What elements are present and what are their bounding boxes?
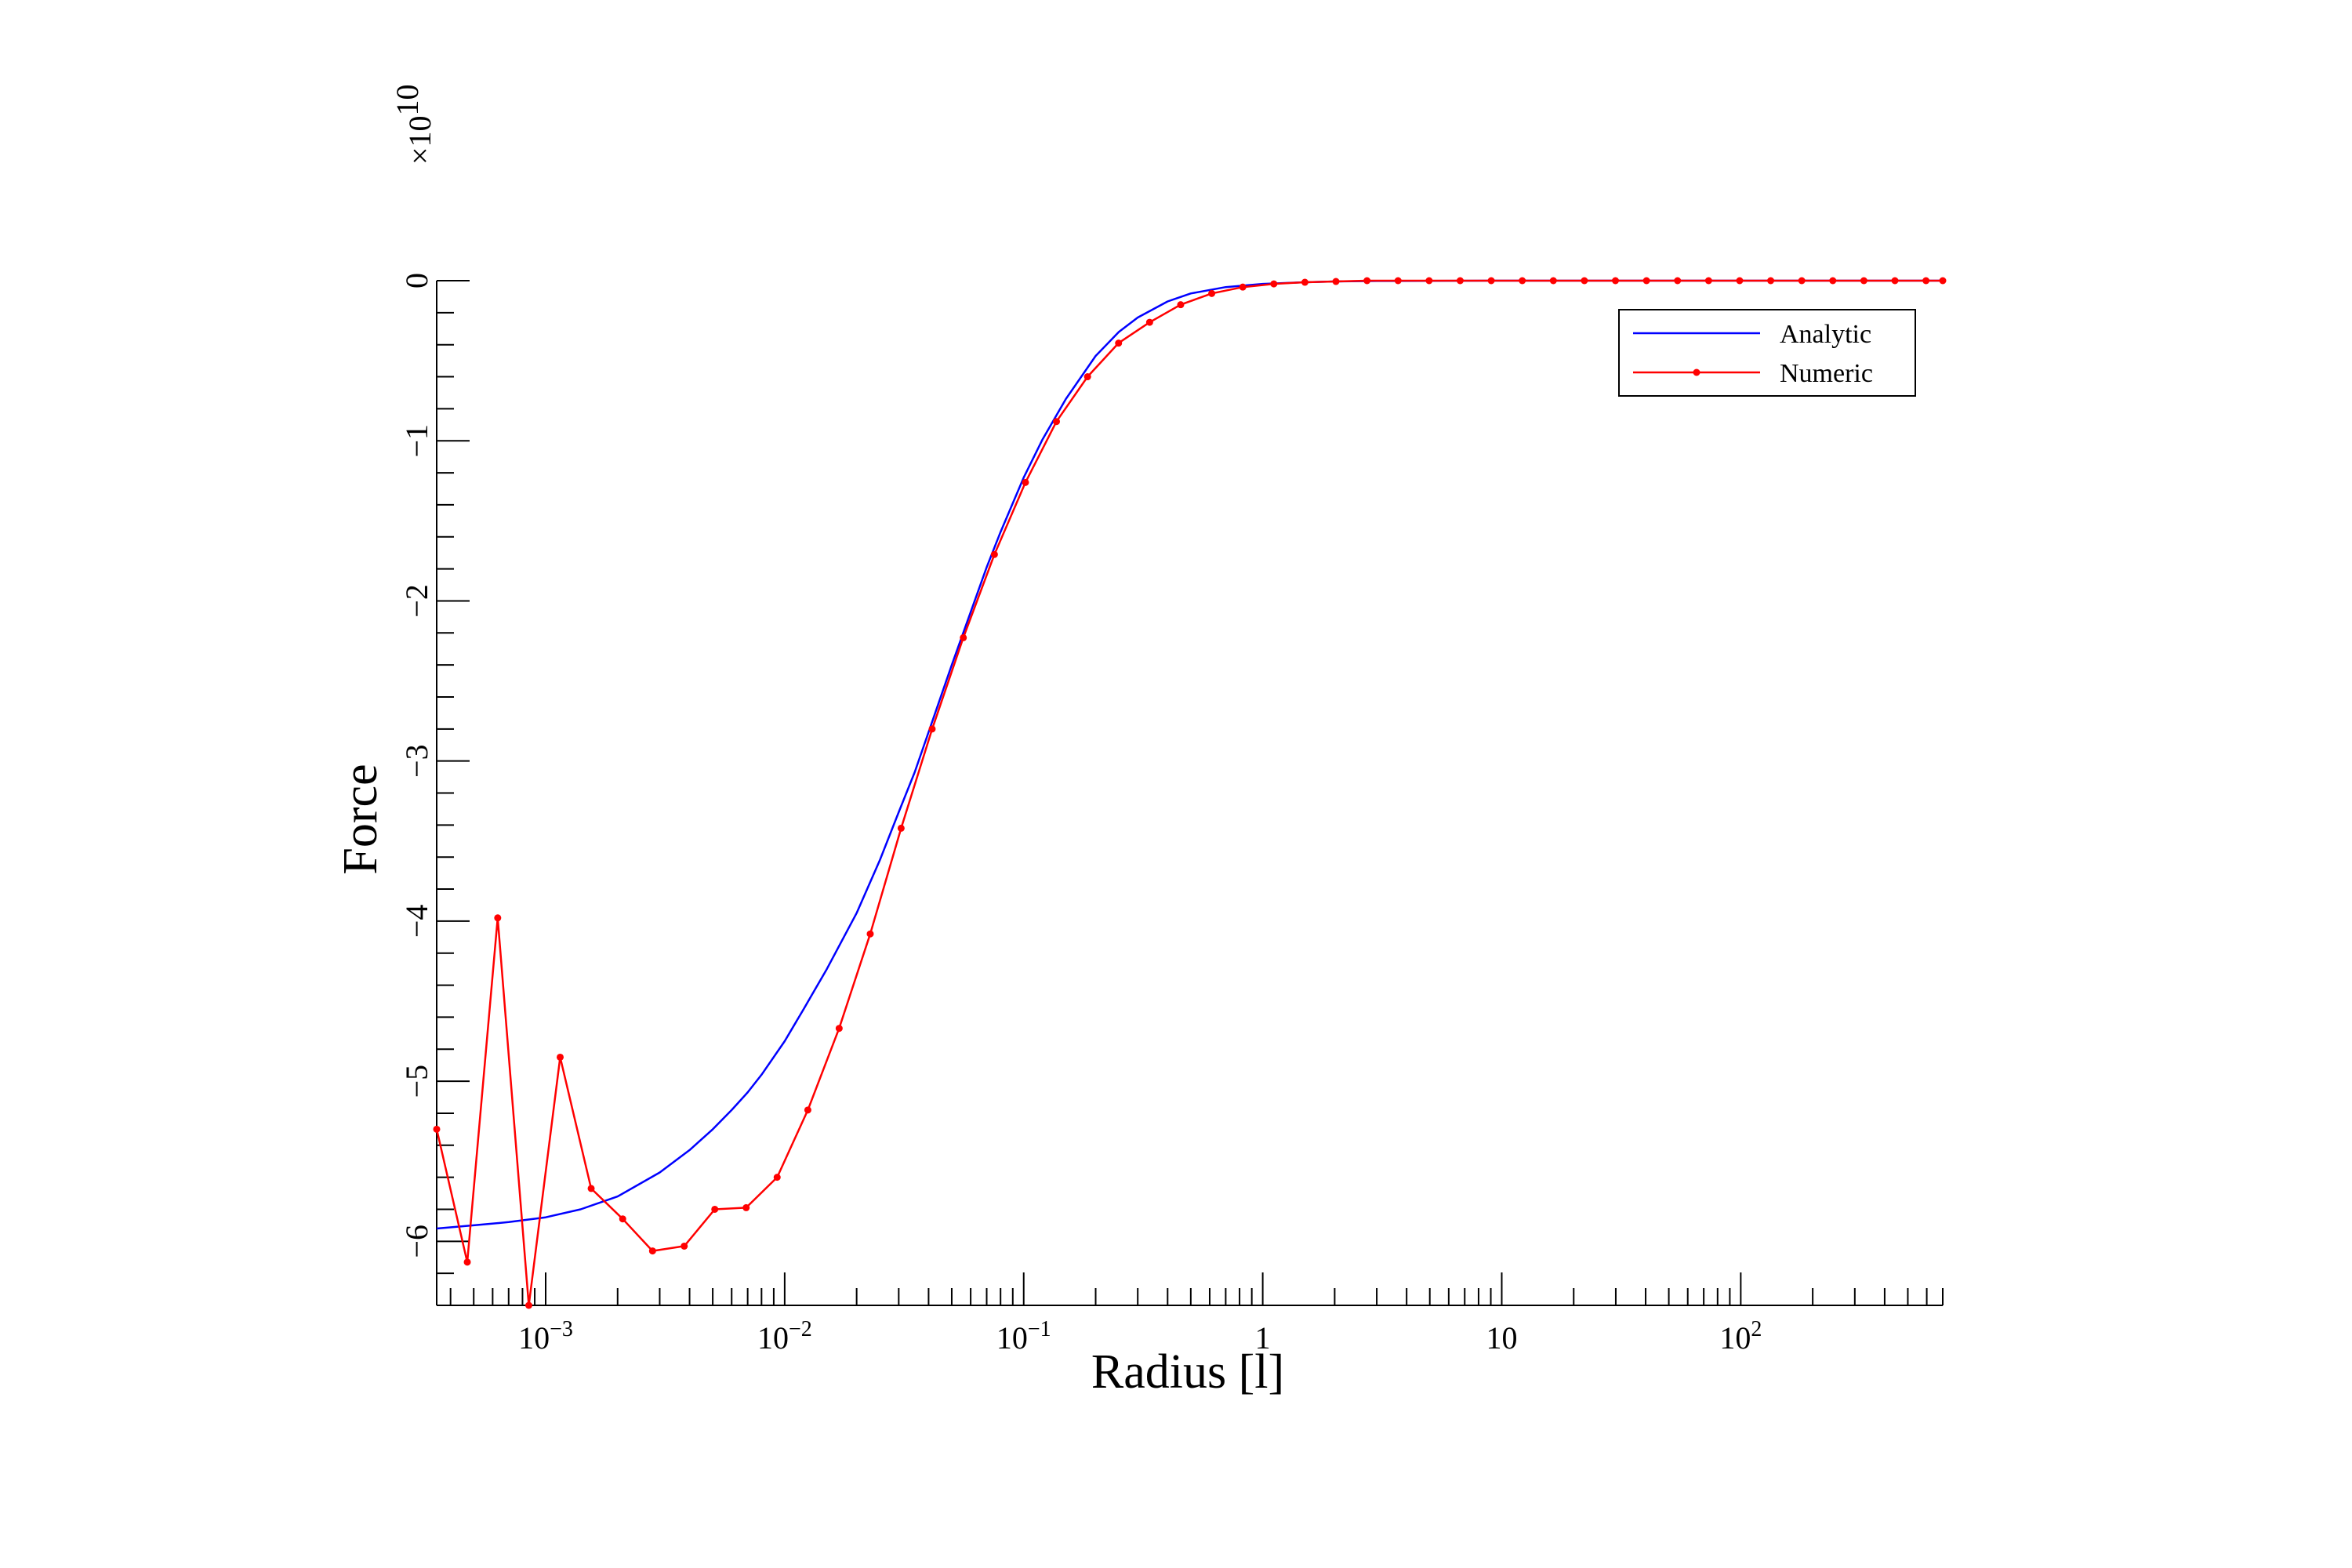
numeric-point	[1145, 318, 1153, 326]
x-tick-label: 10−3	[518, 1317, 573, 1356]
y-tick-label: −3	[399, 744, 434, 778]
numeric-point	[433, 1125, 441, 1133]
numeric-point	[1177, 301, 1185, 309]
numeric-point	[866, 930, 874, 938]
numeric-point	[1394, 277, 1402, 285]
x-tick-label: 10	[1486, 1320, 1517, 1356]
legend-box	[1618, 309, 1916, 397]
legend-numeric-marker	[1693, 368, 1700, 376]
numeric-point	[619, 1215, 626, 1223]
numeric-point	[463, 1258, 471, 1266]
numeric-point	[1939, 277, 1947, 285]
numeric-point	[1736, 277, 1744, 285]
numeric-point	[1425, 277, 1433, 285]
numeric-point	[1674, 277, 1682, 285]
numeric-point	[1798, 277, 1806, 285]
y-tick-label: −1	[399, 424, 434, 458]
numeric-point	[1022, 478, 1029, 486]
numeric-point	[960, 633, 967, 641]
numeric-point	[557, 1053, 564, 1061]
x-tick-label: 10−1	[996, 1317, 1051, 1356]
numeric-series-line	[435, 279, 1943, 1307]
y-tick-label: −6	[399, 1225, 434, 1258]
numeric-point	[1053, 418, 1061, 426]
y-tick-label: −4	[399, 905, 434, 938]
analytic-series-line	[436, 279, 1943, 1230]
numeric-point	[928, 725, 936, 733]
numeric-point	[1767, 277, 1775, 285]
numeric-point	[742, 1203, 750, 1211]
numeric-point	[1922, 277, 1930, 285]
y-axis-title: Force	[334, 764, 387, 874]
data-series	[433, 277, 1947, 1309]
y-tick-label: −2	[399, 584, 434, 618]
numeric-point	[1549, 277, 1557, 285]
numeric-point	[1115, 339, 1123, 347]
numeric-point	[1891, 277, 1899, 285]
numeric-point	[1581, 277, 1588, 285]
numeric-point	[1363, 277, 1371, 285]
numeric-point	[587, 1185, 595, 1192]
numeric-point	[524, 1301, 532, 1309]
numeric-point	[1829, 277, 1837, 285]
numeric-point	[990, 550, 998, 558]
numeric-point	[1612, 277, 1620, 285]
numeric-point	[1332, 278, 1340, 285]
axes	[436, 281, 1943, 1306]
y-multiplier-label: ×1010	[390, 84, 437, 165]
numeric-point	[804, 1106, 811, 1114]
axis-ticks	[437, 280, 1944, 1306]
numeric-point	[1301, 278, 1308, 286]
numeric-point	[1860, 277, 1867, 285]
y-tick-label: 0	[399, 273, 434, 289]
legend-analytic-label: Analytic	[1780, 320, 1871, 349]
x-tick-label: 102	[1719, 1317, 1762, 1356]
numeric-point	[835, 1025, 843, 1033]
legend-numeric-label: Numeric	[1780, 359, 1873, 388]
numeric-point	[1642, 277, 1650, 285]
legend: Analytic Numeric	[1618, 309, 1916, 397]
numeric-point	[1487, 277, 1495, 285]
numeric-point	[1704, 277, 1712, 285]
y-tick-label: −5	[399, 1065, 434, 1098]
numeric-point	[681, 1242, 688, 1250]
numeric-point	[1270, 280, 1278, 288]
numeric-point	[897, 824, 905, 832]
numeric-point	[773, 1174, 781, 1181]
x-tick-label: 10−2	[757, 1317, 812, 1356]
numeric-point	[1239, 283, 1247, 291]
numeric-point	[1456, 277, 1464, 285]
tick-labels: 0 −1 −2 −3 −4 −5 −6 10−3 10−2 10−1 1 10 102	[399, 273, 1762, 1356]
numeric-point	[1208, 289, 1216, 297]
numeric-point	[494, 914, 502, 922]
numeric-point	[711, 1205, 719, 1213]
x-axis-title: Radius [l]	[1091, 1345, 1284, 1399]
numeric-point	[1519, 277, 1526, 285]
x-tick-label: 1	[1255, 1320, 1271, 1356]
numeric-point	[648, 1247, 656, 1255]
numeric-point	[1083, 373, 1091, 381]
